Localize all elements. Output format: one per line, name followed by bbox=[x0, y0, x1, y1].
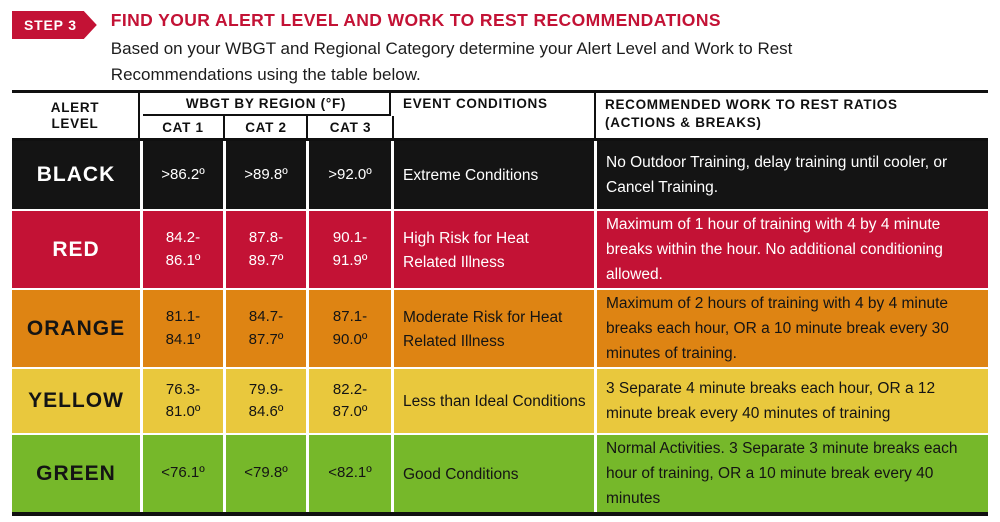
event-conditions-text: Less than Ideal Conditions bbox=[394, 369, 594, 433]
wbgt-cat2-value: >89.8º bbox=[226, 141, 306, 209]
event-conditions-text: Good Conditions bbox=[394, 435, 594, 512]
alert-row-green: GREEN <76.1º <79.8º <82.1º Good Conditio… bbox=[12, 435, 988, 512]
recommendation-text: 3 Separate 4 minute breaks each hour, OR… bbox=[597, 369, 988, 433]
header-alert-line2: LEVEL bbox=[51, 115, 99, 131]
event-conditions-text: High Risk for Heat Related Illness bbox=[394, 211, 594, 288]
step-badge: STEP 3 bbox=[12, 11, 97, 39]
heat-alert-table: ALERT LEVEL WBGT BY REGION (°F) CAT 1 CA… bbox=[12, 90, 988, 516]
wbgt-cat2-value: 87.8- 89.7º bbox=[226, 211, 306, 288]
event-conditions-text: Extreme Conditions bbox=[394, 141, 594, 209]
table-body: BLACK >86.2º >89.8º >92.0º Extreme Condi… bbox=[12, 141, 988, 512]
wbgt-cat1-value: >86.2º bbox=[143, 141, 223, 209]
wbgt-cat1-value: 84.2- 86.1º bbox=[143, 211, 223, 288]
alert-level-label: BLACK bbox=[12, 141, 140, 209]
header-cat3: CAT 3 bbox=[306, 116, 394, 138]
header-event-conditions: EVENT CONDITIONS bbox=[403, 96, 548, 111]
event-conditions-text: Moderate Risk for Heat Related Illness bbox=[394, 290, 594, 367]
intro-section: STEP 3 FIND YOUR ALERT LEVEL AND WORK TO… bbox=[12, 8, 988, 90]
alert-row-yellow: YELLOW 76.3- 81.0º 79.9- 84.6º 82.2- 87.… bbox=[12, 369, 988, 433]
wbgt-cat3-value: 90.1- 91.9º bbox=[309, 211, 391, 288]
intro-text: FIND YOUR ALERT LEVEL AND WORK TO REST R… bbox=[111, 8, 988, 89]
alert-level-label: RED bbox=[12, 211, 140, 288]
header-recommendations-line1: RECOMMENDED WORK TO REST RATIOS bbox=[605, 97, 898, 112]
header-wbgt-group: WBGT BY REGION (°F) bbox=[143, 93, 391, 116]
wbgt-cat3-value: 87.1- 90.0º bbox=[309, 290, 391, 367]
wbgt-cat2-value: 79.9- 84.6º bbox=[226, 369, 306, 433]
wbgt-cat2-value: <79.8º bbox=[226, 435, 306, 512]
wbgt-cat1-value: <76.1º bbox=[143, 435, 223, 512]
wbgt-cat3-value: 82.2- 87.0º bbox=[309, 369, 391, 433]
page-title: FIND YOUR ALERT LEVEL AND WORK TO REST R… bbox=[110, 10, 721, 30]
recommendation-text: Maximum of 2 hours of training with 4 by… bbox=[597, 290, 988, 367]
wbgt-cat3-value: <82.1º bbox=[309, 435, 391, 512]
alert-row-red: RED 84.2- 86.1º 87.8- 89.7º 90.1- 91.9º … bbox=[12, 211, 988, 288]
header-cat2: CAT 2 bbox=[223, 116, 306, 138]
wbgt-cat3-value: >92.0º bbox=[309, 141, 391, 209]
table-header: ALERT LEVEL WBGT BY REGION (°F) CAT 1 CA… bbox=[12, 93, 988, 141]
alert-row-orange: ORANGE 81.1- 84.1º 84.7- 87.7º 87.1- 90.… bbox=[12, 290, 988, 367]
recommendation-text: Maximum of 1 hour of training with 4 by … bbox=[597, 211, 988, 288]
alert-level-label: GREEN bbox=[12, 435, 140, 512]
header-recommendations-line2: (ACTIONS & BREAKS) bbox=[605, 114, 762, 130]
wbgt-cat1-value: 81.1- 84.1º bbox=[143, 290, 223, 367]
page-subtitle: Based on your WBGT and Regional Category… bbox=[110, 38, 793, 85]
alert-level-label: ORANGE bbox=[12, 290, 140, 367]
recommendation-text: No Outdoor Training, delay training unti… bbox=[597, 141, 988, 209]
recommendation-text: Normal Activities. 3 Separate 3 minute b… bbox=[597, 435, 988, 512]
alert-row-black: BLACK >86.2º >89.8º >92.0º Extreme Condi… bbox=[12, 141, 988, 209]
header-alert-line1: ALERT bbox=[50, 99, 100, 115]
wbgt-cat1-value: 76.3- 81.0º bbox=[143, 369, 223, 433]
alert-level-label: YELLOW bbox=[12, 369, 140, 433]
header-recommendations: RECOMMENDED WORK TO REST RATIOS (ACTIONS… bbox=[594, 93, 988, 138]
header-alert-level: ALERT LEVEL bbox=[12, 93, 140, 138]
wbgt-cat2-value: 84.7- 87.7º bbox=[226, 290, 306, 367]
header-cat1: CAT 1 bbox=[162, 119, 204, 135]
